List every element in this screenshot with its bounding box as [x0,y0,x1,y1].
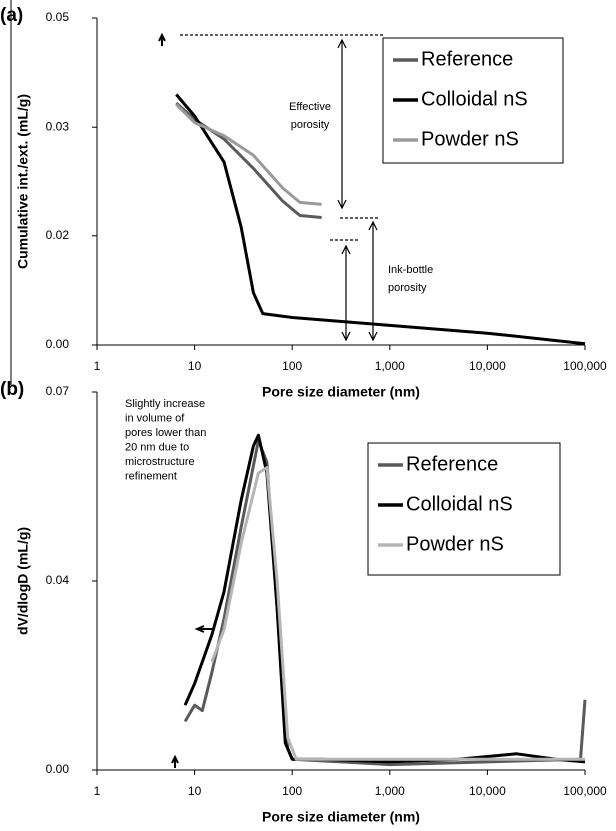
annotation: Effective [289,101,331,113]
legend-label: Colloidal nS [406,493,513,515]
data-line [183,433,586,764]
legend-label: Reference [406,453,498,475]
annotation: Slightly increase [125,398,205,410]
annotation-arrows [158,32,385,768]
x-tick-label: 100 [282,784,302,798]
annotation: 20 nm due to [125,441,189,453]
legend-label: Reference [421,48,513,70]
x-tick-label: 100,000 [563,359,607,373]
data-line [175,93,586,346]
x-tick-label: 1,000 [375,359,405,373]
data-line [183,439,587,767]
annotation: in volume of [125,412,185,424]
y-tick-label: 0.00 [46,762,70,776]
legend-label: Powder nS [421,128,519,150]
x-tick-label: 10 [188,359,202,373]
annotation: refinement [125,470,177,482]
data-line [175,101,322,219]
annotation: microstructure [125,456,195,468]
annotation: porosity [388,282,427,294]
x-tick-label: 1,000 [375,784,405,798]
y-tick-label: 0.07 [46,384,70,398]
x-axis-title: Pore size diameter (nm) [262,384,420,400]
y-tick-label: 0.05 [46,10,70,24]
annotation: porosity [291,119,330,131]
y-tick-label: 0.04 [46,573,70,587]
x-axis-title: Pore size diameter (nm) [262,809,420,825]
x-tick-label: 10,000 [469,784,506,798]
y-tick-label: 0.03 [46,119,70,133]
legend-label: Colloidal nS [421,88,528,110]
panel-label: (b) [0,379,24,400]
y-axis-title: Cumulative int./ext. (mL/g) [15,94,31,269]
x-tick-label: 1 [94,359,101,373]
annotation: pores lower than [125,427,206,439]
x-tick-label: 100,000 [563,784,607,798]
x-tick-label: 10,000 [469,359,506,373]
x-tick-label: 1 [94,784,101,798]
panel-label: (a) [0,5,23,26]
y-tick-label: 0.00 [46,337,70,351]
x-tick-label: 10 [188,784,202,798]
y-tick-label: 0.02 [46,228,70,242]
y-axis-title: dV/dlogD (mL/g) [15,527,31,635]
annotation: Ink-bottle [388,264,433,276]
data-line [175,103,322,206]
x-tick-label: 100 [282,359,302,373]
data-line [210,466,585,761]
legend-label: Powder nS [406,533,504,555]
